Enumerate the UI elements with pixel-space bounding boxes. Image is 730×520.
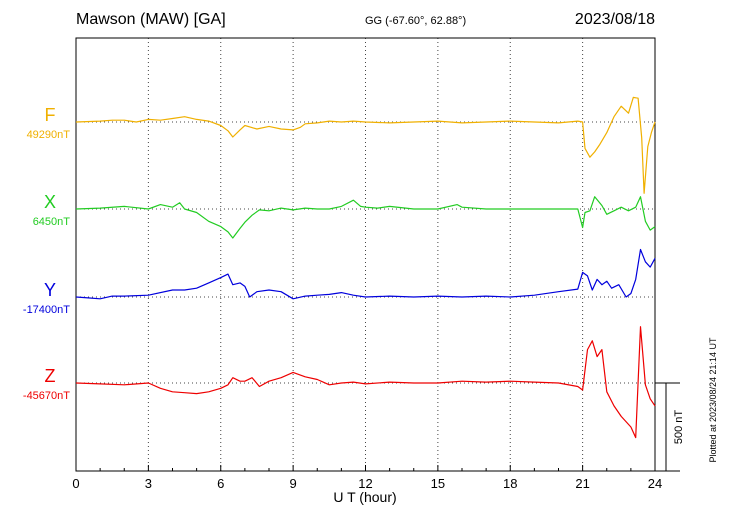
series-baseline-z: -45670nT	[23, 390, 70, 402]
station-title: Mawson (MAW) [GA]	[76, 11, 226, 28]
series-line-y	[75, 248, 656, 300]
x-axis-ticks: 0 3 6 9 12 15 18 21 24	[72, 465, 662, 491]
series-line-x	[75, 196, 656, 239]
x-tick-label: 12	[358, 476, 372, 491]
chart-date: 2023/08/18	[575, 11, 655, 28]
series-line-f	[75, 96, 656, 194]
series-name-f: F	[45, 105, 56, 125]
x-tick-label: 3	[145, 476, 152, 491]
x-tick-label: 15	[431, 476, 445, 491]
x-tick-label: 0	[72, 476, 79, 491]
series-name-y: Y	[44, 280, 56, 300]
series-baseline-x: 6450nT	[33, 216, 71, 228]
station-coordinates: GG (-67.60°, 62.88°)	[365, 15, 466, 27]
x-tick-label: 9	[290, 476, 297, 491]
series-group: F 49290nT X 6450nT Y -17400nT Z -45670nT	[23, 96, 656, 439]
x-tick-label: 21	[575, 476, 589, 491]
series-line-z	[75, 326, 656, 439]
x-axis-label: U T (hour)	[333, 489, 396, 505]
x-tick-label: 24	[648, 476, 662, 491]
series-baseline-y: -17400nT	[23, 304, 70, 316]
series-name-x: X	[44, 192, 56, 212]
series-name-z: Z	[45, 366, 56, 386]
scale-bar-label: 500 nT	[673, 410, 685, 445]
grid-lines	[76, 38, 655, 471]
x-tick-label: 6	[217, 476, 224, 491]
scale-bar	[655, 382, 680, 472]
x-tick-label: 18	[503, 476, 517, 491]
plotted-timestamp: Plotted at 2023/08/24 21:14 UT	[708, 337, 718, 463]
series-baseline-f: 49290nT	[27, 129, 71, 141]
